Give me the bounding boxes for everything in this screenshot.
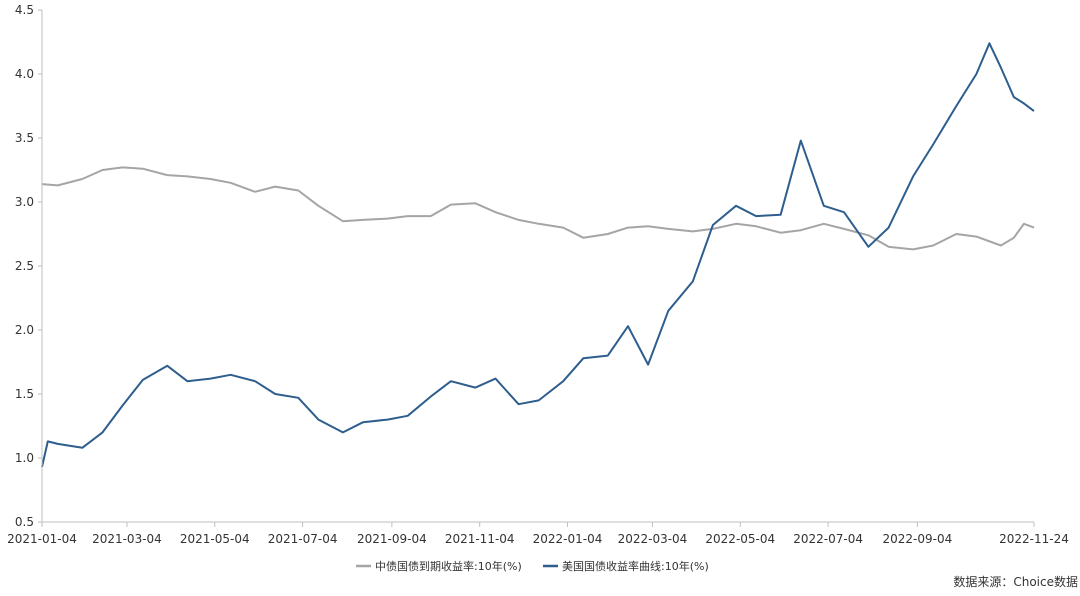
y-tick-label: 4.0 [15, 67, 34, 81]
x-tick-label: 2022-05-04 [705, 532, 775, 546]
y-tick-label: 0.5 [15, 515, 34, 529]
y-tick-label: 3.5 [15, 131, 34, 145]
x-tick-label: 2021-03-04 [92, 532, 162, 546]
x-tick-label: 2022-11-24 [999, 532, 1069, 546]
series-line-1 [41, 42, 1035, 468]
x-tick-label: 2021-05-04 [180, 532, 250, 546]
y-tick-label: 1.0 [15, 451, 34, 465]
x-tick-label: 2021-09-04 [357, 532, 427, 546]
legend-label-0: 中债国债到期收益率:10年(%) [375, 559, 522, 573]
x-tick-label: 2022-01-04 [533, 532, 603, 546]
x-axis: 2021-01-04 2021-03-04 2021-05-04 2021-07-04… [7, 521, 1069, 546]
plot-area [41, 42, 1035, 468]
legend: 中债国债到期收益率:10年(%) 美国国债收益率曲线:10年(%) [356, 559, 709, 573]
y-tick-label: 2.0 [15, 323, 34, 337]
x-tick-label: 2021-01-04 [7, 532, 77, 546]
data-source-label: 数据来源：Choice数据 [953, 574, 1078, 589]
y-tick-label: 2.5 [15, 259, 34, 273]
x-tick-label: 2021-07-04 [268, 532, 338, 546]
x-tick-label: 2022-03-04 [618, 532, 688, 546]
y-tick-label: 1.5 [15, 387, 34, 401]
x-tick-label: 2022-09-04 [883, 532, 953, 546]
x-tick-label: 2021-11-04 [445, 532, 515, 546]
legend-label-1: 美国国债收益率曲线:10年(%) [562, 559, 709, 573]
y-axis: 0.5 1.0 1.5 2.0 2.5 3.0 3.5 4.0 4.5 [15, 3, 43, 529]
y-tick-label: 4.5 [15, 3, 34, 17]
series-line-0 [41, 166, 1035, 251]
y-tick-label: 3.0 [15, 195, 34, 209]
x-tick-label: 2022-07-04 [793, 532, 863, 546]
